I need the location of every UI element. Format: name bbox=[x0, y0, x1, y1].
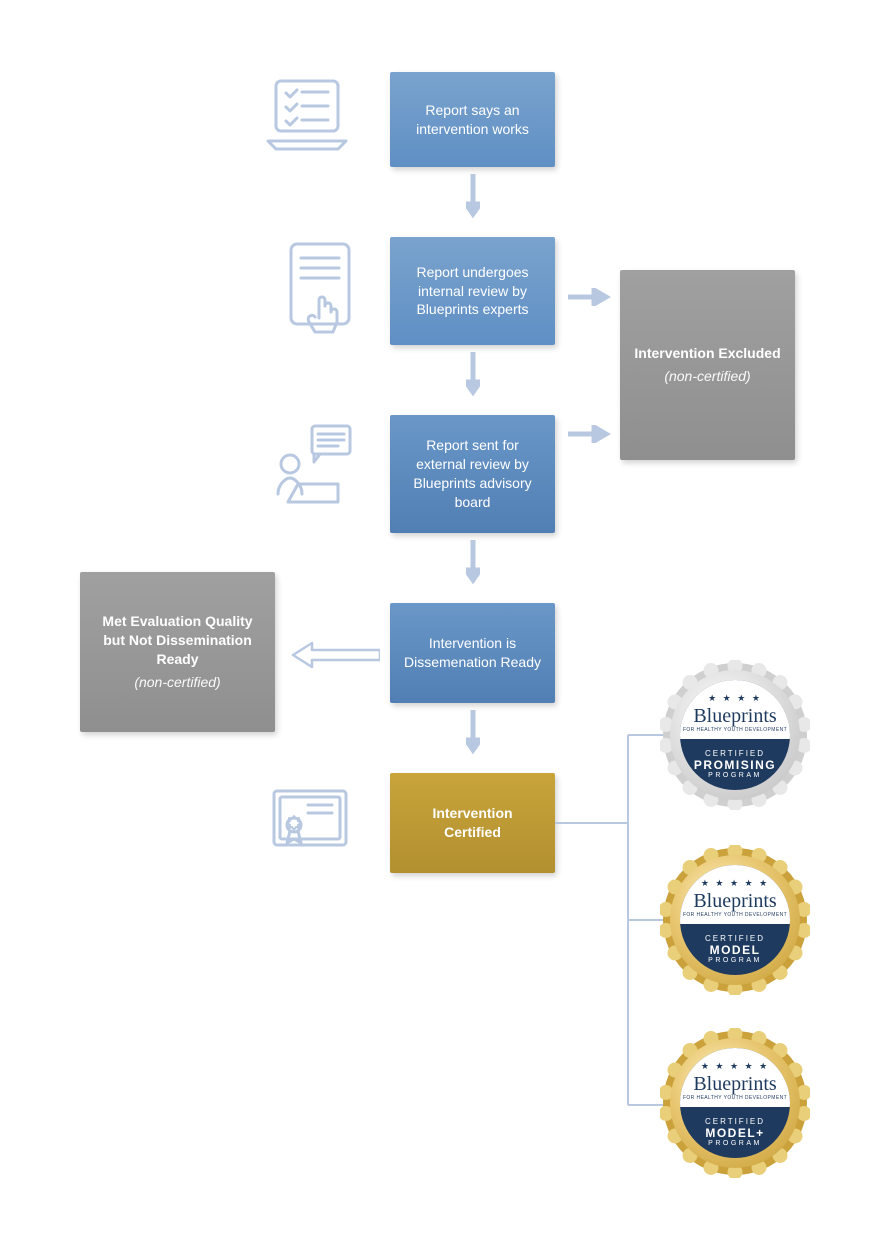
step-3-text: Report sent for external review by Bluep… bbox=[404, 436, 541, 512]
step-5-box: Intervention Certified bbox=[390, 773, 555, 873]
badge-program-label: PROGRAM bbox=[708, 1140, 762, 1147]
step-4-text: Intervention is Dissemenation Ready bbox=[404, 634, 541, 672]
person-laptop-chat-icon bbox=[262, 420, 357, 515]
badge-level: MODEL bbox=[710, 943, 761, 957]
not-ready-title: Met Evaluation Quality but Not Dissemina… bbox=[102, 613, 252, 667]
not-ready-subtitle: (non-certified) bbox=[94, 673, 261, 692]
badge-brand: Blueprints bbox=[693, 1074, 776, 1094]
badge-promising: ★ ★ ★ ★ Blueprints FOR HEALTHY YOUTH DEV… bbox=[660, 660, 810, 810]
arrow-left-outline-icon bbox=[290, 640, 380, 670]
laptop-checklist-icon bbox=[262, 75, 352, 155]
badge-level: MODEL+ bbox=[705, 1126, 764, 1140]
excluded-subtitle: (non-certified) bbox=[634, 367, 780, 386]
badge-program-label: PROGRAM bbox=[708, 957, 762, 964]
badge-brand: Blueprints bbox=[693, 706, 776, 726]
badge-tagline: FOR HEALTHY YOUTH DEVELOPMENT bbox=[683, 1095, 787, 1101]
badge-stars: ★ ★ ★ ★ ★ bbox=[701, 878, 769, 889]
tablet-touch-icon bbox=[285, 240, 355, 335]
badge-certified-label: CERTIFIED bbox=[705, 749, 765, 758]
step-3-box: Report sent for external review by Bluep… bbox=[390, 415, 555, 533]
flowchart-canvas: Report says an intervention works Report… bbox=[0, 0, 875, 1248]
badge-stars: ★ ★ ★ ★ ★ bbox=[701, 1061, 769, 1072]
step-2-text: Report undergoes internal review by Blue… bbox=[404, 263, 541, 320]
step-2-box: Report undergoes internal review by Blue… bbox=[390, 237, 555, 345]
badge-model-plus: ★ ★ ★ ★ ★ Blueprints FOR HEALTHY YOUTH D… bbox=[660, 1028, 810, 1178]
badge-program-label: PROGRAM bbox=[708, 772, 762, 779]
arrow-down-icon bbox=[466, 174, 480, 210]
not-ready-box: Met Evaluation Quality but Not Dissemina… bbox=[80, 572, 275, 732]
arrow-down-icon bbox=[466, 540, 480, 576]
arrow-down-icon bbox=[466, 710, 480, 746]
step-4-box: Intervention is Dissemenation Ready bbox=[390, 603, 555, 703]
arrow-down-icon bbox=[466, 352, 480, 388]
badge-tagline: FOR HEALTHY YOUTH DEVELOPMENT bbox=[683, 727, 787, 733]
arrow-right-icon bbox=[568, 288, 604, 302]
badge-stars: ★ ★ ★ ★ bbox=[708, 693, 762, 704]
badge-tagline: FOR HEALTHY YOUTH DEVELOPMENT bbox=[683, 912, 787, 918]
badge-model: ★ ★ ★ ★ ★ Blueprints FOR HEALTHY YOUTH D… bbox=[660, 845, 810, 995]
badge-level: PROMISING bbox=[694, 758, 776, 772]
step-1-box: Report says an intervention works bbox=[390, 72, 555, 167]
excluded-box: Intervention Excluded (non-certified) bbox=[620, 270, 795, 460]
arrow-right-icon bbox=[568, 425, 604, 439]
excluded-title: Intervention Excluded bbox=[634, 345, 780, 361]
badge-connector bbox=[555, 710, 675, 1130]
badge-certified-label: CERTIFIED bbox=[705, 934, 765, 943]
certificate-icon bbox=[270, 785, 350, 855]
step-1-text: Report says an intervention works bbox=[404, 101, 541, 139]
badge-brand: Blueprints bbox=[693, 891, 776, 911]
step-5-text: Intervention Certified bbox=[404, 804, 541, 842]
badge-certified-label: CERTIFIED bbox=[705, 1117, 765, 1126]
